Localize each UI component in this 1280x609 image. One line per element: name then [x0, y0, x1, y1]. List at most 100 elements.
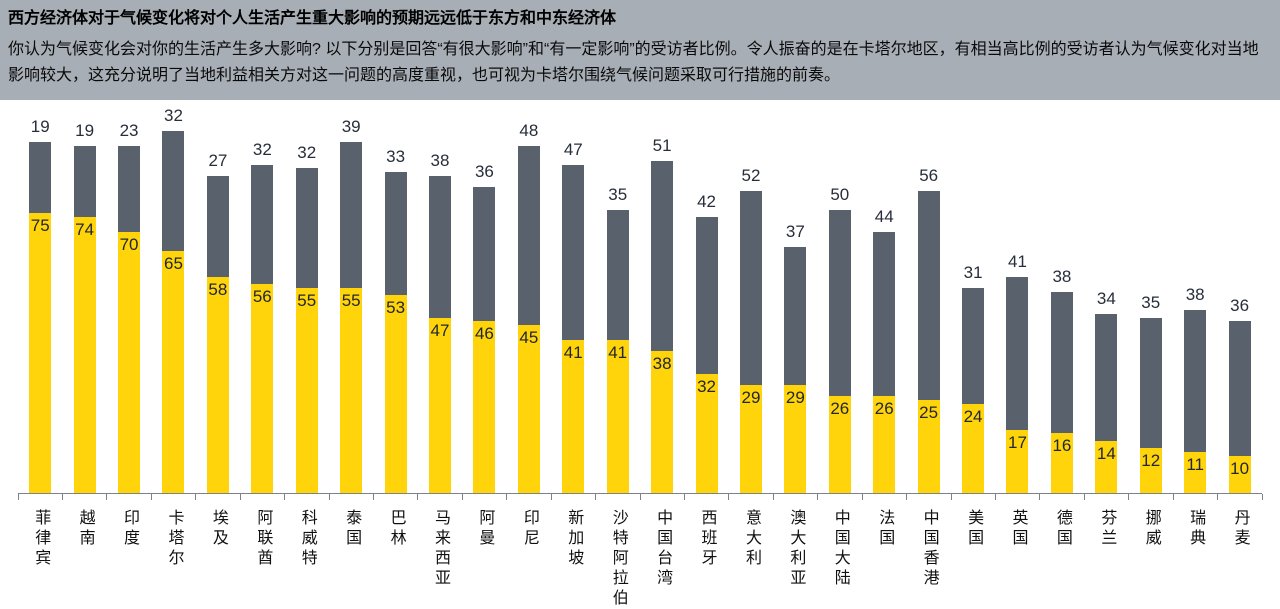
plot-area: 19 75 19 74 23 70 32 65 27 58 32 56 32 55 39 55 33 53 38 47…	[18, 100, 1262, 493]
country-label: 卡塔尔	[165, 509, 183, 569]
some-impact-value-label: 32	[252, 139, 272, 159]
some-impact-value-label: 56	[919, 165, 939, 185]
major-impact-value-label: 26	[874, 399, 894, 418]
bar-column: 32 65	[151, 100, 195, 493]
axis-tick	[372, 494, 374, 500]
country-label: 菲律宾	[32, 509, 50, 569]
major-impact-segment: 53	[384, 295, 407, 493]
major-impact-segment: 29	[784, 384, 807, 493]
bar-column: 31 24	[951, 100, 995, 493]
bar-column: 38 11	[1173, 100, 1217, 493]
some-impact-segment	[651, 161, 674, 352]
some-impact-segment	[873, 231, 896, 396]
some-impact-segment	[251, 164, 274, 285]
header-band: 西方经济体对于气候变化将对个人生活产生重大影响的预期远远低于东方和中东经济体 你…	[0, 0, 1280, 100]
some-impact-value-label: 36	[1230, 296, 1250, 316]
major-impact-segment: 56	[251, 284, 274, 493]
axis-tick	[1261, 494, 1263, 500]
major-impact-segment: 74	[73, 217, 96, 493]
major-impact-value-label: 24	[963, 406, 983, 426]
country-label: 挪威	[1142, 509, 1160, 549]
axis-tick	[595, 494, 597, 500]
bar-column: 56 25	[906, 100, 950, 493]
axis-tick	[1217, 494, 1219, 500]
axis-tick	[328, 494, 330, 500]
bar-column: 32 56	[240, 100, 284, 493]
some-impact-value-label: 47	[563, 139, 583, 159]
some-impact-value-label: 36	[474, 162, 494, 182]
axis-tick	[639, 494, 641, 500]
some-impact-value-label: 48	[519, 121, 539, 141]
country-label: 埃及	[209, 509, 227, 549]
major-impact-segment: 14	[1095, 440, 1118, 493]
bar-column: 35 41	[595, 100, 639, 493]
major-impact-value-label: 65	[164, 253, 183, 273]
major-impact-value-label: 53	[386, 298, 406, 318]
some-impact-value-label: 38	[1052, 266, 1072, 286]
some-impact-segment	[962, 287, 985, 404]
bar-column: 38 47	[418, 100, 462, 493]
country-label: 巴林	[387, 509, 405, 549]
stacked-bar-chart: 19 75 19 74 23 70 32 65 27 58 32 56 32 55 39 55 33 53 38 47…	[17, 100, 1263, 609]
axis-tick	[506, 494, 508, 500]
bar-column: 36 46	[462, 100, 506, 493]
axis-tick	[195, 494, 197, 500]
some-impact-value-label: 33	[386, 147, 406, 167]
country-label: 英国	[1009, 509, 1027, 549]
some-impact-segment	[917, 190, 940, 400]
some-impact-value-label: 35	[608, 184, 628, 204]
major-impact-value-label: 46	[474, 324, 494, 344]
chart-subtitle: 你认为气候变化会对你的生活产生多大影响? 以下分别是回答“有很大影响”和“有一定…	[8, 41, 1259, 84]
major-impact-value-label: 11	[1186, 455, 1204, 474]
some-impact-segment	[784, 246, 807, 385]
bar-column: 27 58	[196, 100, 240, 493]
major-impact-value-label: 16	[1052, 436, 1072, 456]
axis-tick	[817, 494, 819, 500]
chart-title: 西方经济体对于气候变化将对个人生活产生重大影响的预期远远低于东方和中东经济体	[8, 10, 617, 27]
major-impact-segment: 55	[295, 287, 318, 493]
major-impact-segment: 46	[473, 321, 496, 493]
some-impact-value-label: 19	[75, 121, 95, 141]
major-impact-value-label: 25	[919, 402, 939, 422]
bar-column: 42 32	[684, 100, 728, 493]
country-label: 中国香港	[920, 509, 938, 589]
country-label: 法国	[876, 509, 894, 549]
axis-tick	[906, 494, 908, 500]
axis-tick	[950, 494, 952, 500]
major-impact-segment: 17	[1006, 429, 1029, 493]
some-impact-segment	[429, 176, 451, 318]
some-impact-segment	[606, 209, 629, 341]
some-impact-value-label: 34	[1096, 289, 1116, 309]
major-impact-value-label: 32	[697, 376, 716, 396]
axis-tick	[239, 494, 241, 500]
bar-column: 52 29	[729, 100, 773, 493]
some-impact-value-label: 38	[430, 151, 450, 171]
some-impact-value-label: 35	[1141, 292, 1161, 312]
country-label: 沙特阿拉伯	[609, 509, 627, 609]
some-impact-segment	[562, 164, 585, 341]
major-impact-value-label: 55	[297, 290, 317, 310]
bar-column: 19 75	[18, 100, 62, 493]
major-impact-value-label: 29	[741, 387, 761, 407]
country-label: 意大利	[742, 509, 760, 569]
some-impact-value-label: 31	[963, 262, 983, 282]
country-label: 新加坡	[565, 509, 583, 569]
major-impact-segment: 10	[1228, 455, 1251, 493]
some-impact-segment	[295, 168, 318, 288]
some-impact-value-label: 38	[1185, 285, 1205, 305]
country-label: 马来西亚	[432, 509, 449, 589]
some-impact-segment	[828, 209, 851, 396]
major-impact-segment: 41	[562, 340, 585, 493]
major-impact-segment: 16	[1050, 433, 1073, 493]
axis-tick	[106, 494, 108, 500]
bar-column: 38 16	[1040, 100, 1084, 493]
country-label: 越南	[76, 509, 94, 549]
axis-tick	[150, 494, 152, 500]
some-impact-segment	[695, 216, 718, 374]
some-impact-value-label: 19	[30, 117, 50, 137]
axis-tick	[728, 494, 730, 500]
country-label: 中国台湾	[654, 509, 672, 589]
major-impact-segment: 26	[828, 396, 851, 493]
major-impact-segment: 12	[1139, 448, 1162, 493]
bar-column: 47 41	[551, 100, 595, 493]
